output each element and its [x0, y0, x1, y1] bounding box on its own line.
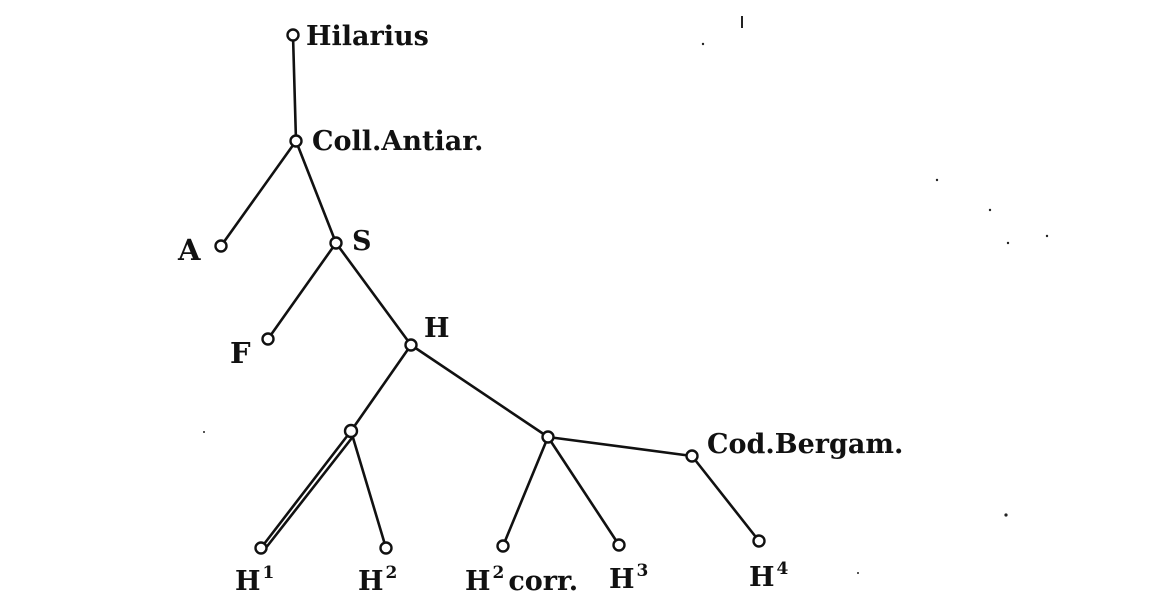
label-h: H	[424, 313, 450, 344]
edge-right-hyparchetype-h2corr	[501, 435, 550, 548]
label-s: S	[352, 226, 372, 257]
speck	[1004, 513, 1008, 517]
speck	[1045, 234, 1049, 238]
speck	[701, 42, 705, 46]
label-h2-sup: 2	[386, 563, 398, 583]
edge-left-hyparchetype-h2	[349, 429, 388, 550]
node-f	[261, 332, 275, 346]
edge-h-left-hyparchetype	[349, 343, 413, 433]
node-a	[214, 239, 228, 253]
edge-h-right-hyparchetype	[409, 343, 550, 439]
label-h4-letter: H	[749, 562, 775, 593]
speck	[203, 431, 205, 433]
edges	[219, 33, 761, 551]
edge-cod-bergam-h4	[690, 454, 761, 543]
label-hilarius: Hilarius	[306, 21, 429, 52]
edge-s-f	[266, 241, 338, 341]
label-h2corr-suffix: corr.	[508, 566, 578, 597]
edge-left-hyparchetype-h1	[259, 429, 353, 550]
node-hilarius	[286, 28, 300, 42]
node-s	[329, 236, 343, 250]
speck	[1006, 241, 1010, 245]
speck	[857, 572, 859, 574]
label-h4-sup: 4	[777, 559, 789, 579]
label-coll-antiar: Coll.Antiar.	[312, 126, 483, 157]
label-a: A	[177, 233, 201, 267]
node-h4	[752, 534, 766, 548]
node-h2	[379, 541, 393, 555]
node-right-hyparchetype	[541, 430, 555, 444]
label-h2-letter: H	[358, 566, 384, 597]
speck	[741, 16, 743, 28]
edge-coll-antiar-s	[294, 139, 338, 245]
label-cod-bergam: Cod.Bergam.	[707, 429, 903, 460]
speck	[988, 208, 992, 212]
node-coll-antiar	[289, 134, 303, 148]
edge-right-hyparchetype-h3	[546, 435, 621, 547]
label-h2corr-letter: H	[465, 566, 491, 597]
node-h3	[612, 538, 626, 552]
label-h3-sup: 3	[637, 561, 649, 581]
print-specks	[203, 16, 1049, 574]
label-h2corr-sup: 2	[493, 563, 505, 583]
edge-s-h	[334, 241, 413, 347]
label-f: F	[230, 336, 251, 370]
label-h1-letter: H	[235, 566, 261, 597]
node-h1	[254, 541, 268, 555]
edge-coll-antiar-a	[219, 139, 298, 248]
speck	[935, 178, 939, 182]
node-cod-bergam	[685, 449, 699, 463]
edge-left-hyparchetype-h1-double	[263, 432, 357, 551]
node-h2corr	[496, 539, 510, 553]
node-h	[404, 338, 418, 352]
label-h2corr: H 2 corr.	[465, 563, 578, 597]
label-h1-sup: 1	[263, 563, 275, 583]
node-left-hyparchetype	[343, 423, 359, 439]
edge-right-hyparchetype-cod-bergam	[546, 435, 694, 458]
labels: Hilarius Coll.Antiar. A S F H Cod.Bergam…	[177, 21, 903, 597]
nodes	[214, 28, 766, 555]
label-h3-letter: H	[609, 564, 635, 595]
edge-hilarius-coll-antiar	[291, 33, 298, 143]
